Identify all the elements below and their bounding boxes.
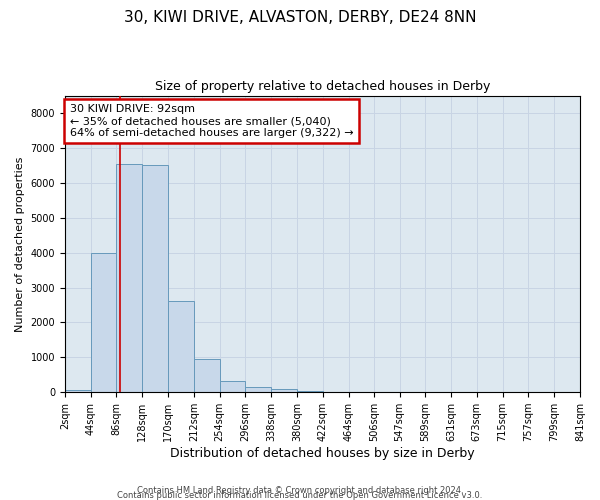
Bar <box>142 166 168 392</box>
Text: Contains public sector information licensed under the Open Government Licence v3: Contains public sector information licen… <box>118 491 482 500</box>
Y-axis label: Number of detached properties: Number of detached properties <box>15 156 25 332</box>
Title: Size of property relative to detached houses in Derby: Size of property relative to detached ho… <box>155 80 490 93</box>
Bar <box>297 391 323 392</box>
Text: Contains HM Land Registry data © Crown copyright and database right 2024.: Contains HM Land Registry data © Crown c… <box>137 486 463 495</box>
Bar <box>65 390 91 392</box>
Bar <box>245 387 271 392</box>
Text: 30 KIWI DRIVE: 92sqm
← 35% of detached houses are smaller (5,040)
64% of semi-de: 30 KIWI DRIVE: 92sqm ← 35% of detached h… <box>70 104 353 138</box>
X-axis label: Distribution of detached houses by size in Derby: Distribution of detached houses by size … <box>170 447 475 460</box>
Text: 30, KIWI DRIVE, ALVASTON, DERBY, DE24 8NN: 30, KIWI DRIVE, ALVASTON, DERBY, DE24 8N… <box>124 10 476 25</box>
Bar <box>91 252 116 392</box>
Bar <box>194 359 220 392</box>
Bar <box>220 380 245 392</box>
Bar <box>168 302 194 392</box>
Bar <box>116 164 142 392</box>
Bar <box>271 390 297 392</box>
